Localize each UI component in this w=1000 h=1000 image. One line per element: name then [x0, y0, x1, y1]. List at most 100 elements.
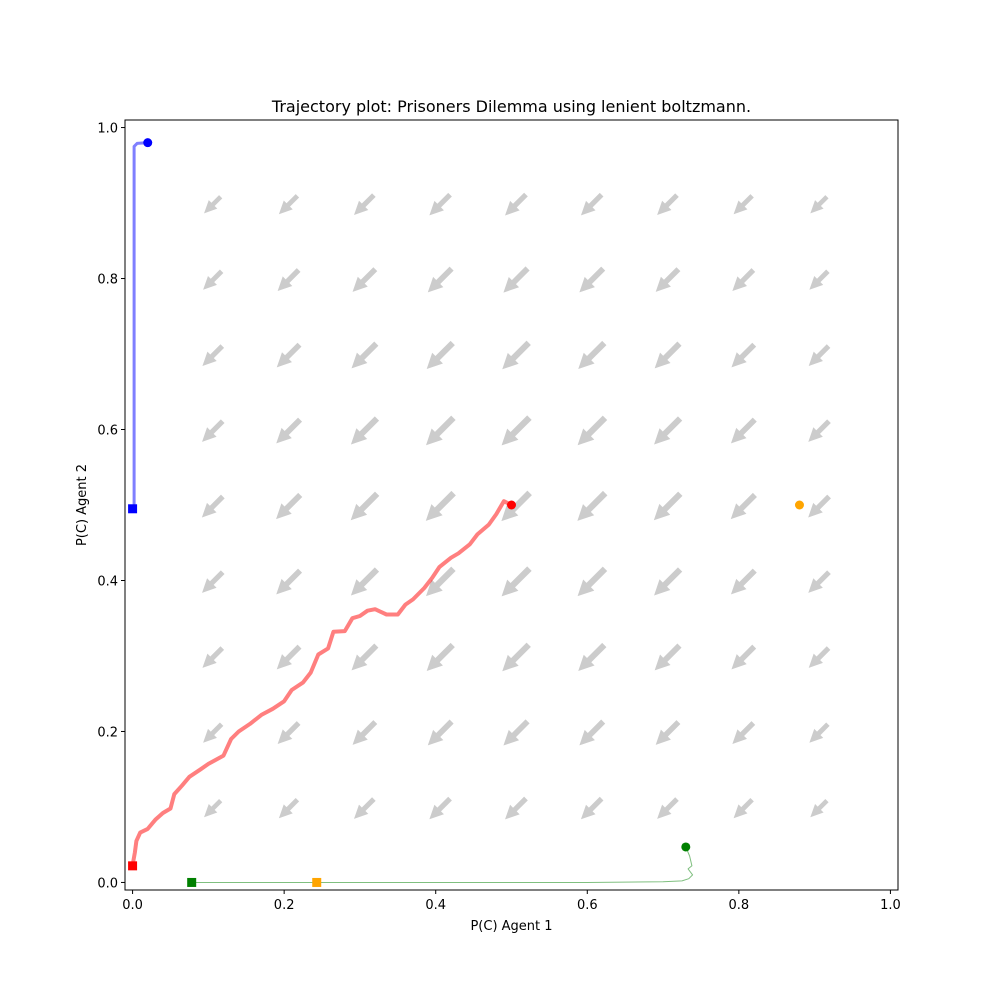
field-arrow: [808, 570, 831, 593]
trajectory-end-point: [128, 504, 138, 514]
field-arrow: [657, 797, 679, 819]
field-arrow: [501, 566, 532, 597]
vector-field: [201, 192, 831, 820]
x-axis-label: P(C) Agent 1: [470, 919, 552, 934]
field-arrow: [201, 494, 225, 518]
trajectory-start-point: [507, 500, 516, 510]
field-arrow: [657, 193, 679, 215]
field-arrow: [505, 192, 528, 216]
field-arrow: [350, 567, 380, 596]
field-arrow: [427, 719, 454, 746]
field-arrow: [276, 492, 303, 520]
field-arrow: [278, 194, 300, 215]
field-arrow: [810, 799, 829, 818]
field-arrow: [202, 646, 225, 668]
trajectory-line: [131, 141, 150, 511]
field-arrow: [654, 416, 683, 445]
field-arrow: [426, 340, 455, 370]
field-arrow: [654, 567, 683, 596]
field-arrow: [351, 643, 379, 671]
field-arrow: [278, 797, 300, 819]
field-arrow: [580, 796, 604, 820]
trajectory-start-point: [681, 842, 691, 852]
field-arrow: [429, 192, 452, 216]
x-tick-label: 1.0: [880, 898, 901, 913]
y-tick-label: 0.4: [97, 574, 118, 589]
field-arrow: [351, 341, 379, 369]
field-arrow: [276, 417, 303, 444]
field-arrow: [203, 269, 224, 290]
field-arrow: [732, 721, 756, 744]
field-arrow: [655, 720, 681, 745]
field-arrow: [505, 796, 528, 820]
field-arrow: [277, 268, 301, 292]
field-arrow: [579, 719, 606, 746]
field-arrow: [350, 491, 380, 521]
axis-ticks: 0.0 0.2 0.4 0.6 0.8 1.0 0.0 0.2 0.4 0.6 0.8 1.0: [97, 122, 900, 913]
field-arrow: [808, 494, 831, 518]
trajectory-line: [130, 499, 514, 868]
field-arrow: [730, 568, 757, 595]
trajectory-start-point: [143, 138, 153, 148]
field-arrow: [577, 566, 608, 597]
x-tick-label: 0.6: [577, 898, 598, 913]
trajectories: [130, 141, 694, 883]
field-arrow: [731, 644, 757, 670]
field-arrow: [352, 720, 378, 745]
field-arrow: [654, 643, 682, 671]
field-arrow: [354, 797, 376, 819]
field-arrow: [731, 342, 757, 368]
field-arrow: [427, 266, 454, 293]
trajectory-markers: [128, 138, 804, 887]
field-arrow: [276, 342, 302, 368]
field-arrow: [429, 796, 452, 820]
field-arrow: [808, 646, 831, 668]
field-arrow: [426, 566, 456, 597]
field-arrow: [578, 340, 607, 370]
field-arrow: [653, 491, 683, 521]
x-tick-label: 0.2: [274, 898, 295, 913]
field-arrow: [203, 722, 224, 743]
field-arrow: [202, 419, 225, 442]
trajectory-start-point: [794, 500, 804, 510]
field-arrow: [426, 415, 456, 446]
field-arrow: [426, 642, 455, 671]
field-arrow: [808, 344, 831, 366]
chart-title: Trajectory plot: Prisoners Dilemma using…: [271, 97, 751, 116]
x-tick-label: 0.4: [425, 898, 446, 913]
field-arrow: [503, 719, 530, 746]
trajectory-line: [191, 846, 694, 883]
field-arrow: [730, 417, 757, 444]
field-arrow: [202, 344, 225, 366]
field-arrow: [502, 642, 531, 672]
field-arrow: [425, 490, 456, 521]
field-arrow: [733, 797, 754, 819]
field-arrow: [277, 721, 301, 744]
field-arrow: [733, 194, 754, 215]
field-arrow: [809, 722, 830, 743]
field-arrow: [502, 340, 531, 370]
field-arrow: [577, 415, 608, 446]
field-arrow: [350, 416, 380, 445]
field-arrow: [578, 642, 607, 671]
x-tick-label: 0.0: [122, 898, 143, 913]
y-tick-label: 1.0: [97, 122, 118, 137]
trajectory-end-point: [187, 877, 197, 887]
field-arrow: [655, 267, 681, 292]
y-tick-label: 0.2: [97, 725, 118, 740]
field-arrow: [276, 644, 302, 670]
y-tick-label: 0.6: [97, 424, 118, 439]
field-arrow: [810, 195, 829, 214]
field-arrow: [503, 266, 530, 293]
y-tick-label: 0.0: [97, 876, 118, 891]
field-arrow: [501, 490, 532, 522]
x-tick-label: 0.8: [729, 898, 750, 913]
field-arrow: [730, 492, 757, 520]
field-arrow: [577, 490, 608, 521]
field-arrow: [204, 799, 223, 818]
field-arrow: [352, 267, 378, 292]
trajectory-end-point: [312, 877, 322, 887]
field-arrow: [732, 268, 756, 292]
